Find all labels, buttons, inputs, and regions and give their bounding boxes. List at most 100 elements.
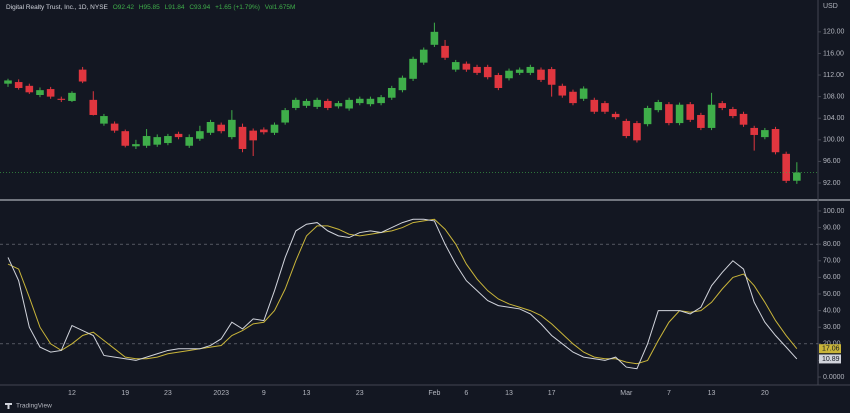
candle-body (302, 100, 311, 106)
last-value-label: 10.89 (822, 356, 840, 363)
y-tick-label: 90.00 (823, 224, 841, 231)
candle-body (260, 129, 268, 133)
x-tick-label: Mar (620, 390, 633, 397)
x-tick-label: 19 (121, 390, 129, 397)
candle-body (153, 137, 162, 145)
change: +1.65 (+1.79%) (215, 4, 260, 11)
last-value-badge (819, 344, 841, 354)
candle-body (46, 89, 55, 97)
brand-logo (5, 403, 12, 409)
candle-body (654, 102, 663, 111)
x-tick-label: 2023 (213, 390, 229, 397)
y-tick-label: 30.00 (823, 324, 841, 331)
candle-body (228, 119, 236, 138)
x-tick-label: 13 (505, 390, 513, 397)
candle-body (174, 133, 183, 138)
candle-body (324, 100, 332, 108)
candle-body (249, 130, 257, 141)
x-tick-label: 20 (761, 390, 769, 397)
candle-body (100, 116, 108, 124)
candle-body (206, 121, 215, 133)
last-value-label: 17.06 (822, 346, 840, 353)
low: L91.84 (165, 4, 185, 11)
candle-body (110, 123, 119, 131)
brand: TradingView (16, 403, 52, 410)
x-tick-label: 9 (262, 390, 266, 397)
y-tick-label: 80.00 (823, 241, 841, 248)
y-tick-label: 50.00 (823, 291, 841, 298)
candle-body (750, 127, 758, 135)
candle-body (377, 97, 385, 104)
candle-body (665, 104, 673, 124)
candle-body (686, 104, 695, 120)
symbol: Digital Realty Trust, Inc., 1D, NYSE (6, 4, 109, 11)
x-tick-label: 23 (164, 390, 172, 397)
candle-body (729, 109, 737, 117)
y-tick-label: 20.00 (823, 341, 841, 348)
candle-body (366, 98, 375, 105)
x-tick-label: 23 (356, 390, 364, 397)
candle-body (515, 69, 524, 73)
candle-body (782, 153, 790, 181)
candle-body (387, 87, 396, 98)
x-tick-label: Feb (428, 390, 440, 397)
y-tick-label: 108.00 (823, 93, 845, 100)
candle-body (601, 103, 609, 112)
candle-body (707, 104, 716, 128)
y-tick-label: 104.00 (823, 115, 845, 122)
y-tick-label: 120.00 (823, 29, 845, 36)
y-tick-label: 40.00 (823, 307, 841, 314)
candle-body (579, 88, 588, 99)
candle-body (142, 136, 151, 146)
candle-body (313, 99, 321, 107)
y-tick-label: 100.00 (823, 137, 845, 144)
candle-body (675, 104, 684, 124)
stoch-line (7, 218, 798, 365)
candle-body (537, 69, 545, 80)
y-tick-label: 96.00 (823, 158, 841, 165)
currency: USD (823, 3, 838, 10)
candle-body (68, 92, 76, 101)
candle-body (292, 99, 300, 108)
candle-body (25, 85, 34, 93)
last-value-badge (819, 354, 841, 364)
x-tick-label: 13 (708, 390, 716, 397)
candle-body (494, 75, 503, 88)
candle-body (185, 137, 194, 146)
candle-body (643, 107, 652, 125)
candle-body (441, 45, 449, 58)
candle-body (430, 31, 439, 45)
candle-body (462, 63, 471, 70)
volume: Vol1.675M (265, 4, 296, 11)
candle-body (121, 131, 130, 146)
candle-body (611, 113, 620, 118)
x-tick-label: 17 (548, 390, 556, 397)
candle-body (14, 82, 23, 88)
legend: Digital Realty Trust, Inc., 1D, NYSE O92… (6, 4, 295, 11)
candle-body (505, 70, 513, 79)
candle-body (718, 103, 727, 108)
candle-body (4, 80, 12, 84)
candle-body (547, 69, 556, 85)
y-tick-label: 0.0000 (823, 374, 845, 381)
candle-body (697, 114, 705, 128)
x-tick-label: 13 (303, 390, 311, 397)
candle-body (771, 129, 780, 153)
candle-body (57, 98, 66, 100)
y-tick-label: 60.00 (823, 274, 841, 281)
candle-body (281, 110, 289, 123)
y-tick-label: 116.00 (823, 50, 844, 57)
candle-body (355, 98, 364, 104)
y-tick-label: 112.00 (823, 72, 844, 79)
candle-body (270, 124, 279, 133)
candle-body (622, 120, 631, 137)
x-tick-label: 7 (667, 390, 671, 397)
candle-body (451, 62, 460, 70)
candle-body (36, 90, 44, 96)
candle-body (473, 66, 481, 73)
open: O92.42 (113, 4, 135, 11)
candle-body (345, 99, 353, 109)
close: C93.94 (189, 4, 210, 11)
candle-body (89, 99, 98, 115)
